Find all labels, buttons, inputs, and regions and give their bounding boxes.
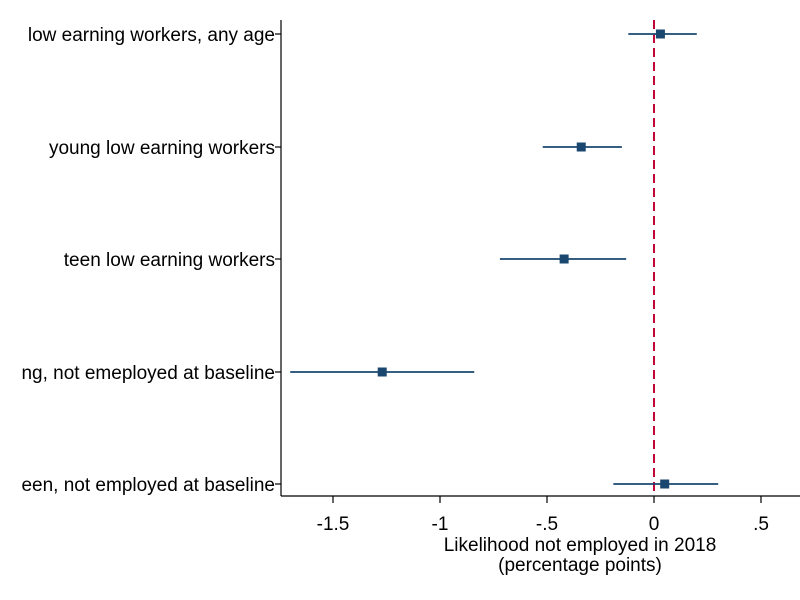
category-label: teen low earning workers — [64, 250, 275, 271]
point-estimate — [655, 29, 665, 39]
point-estimate — [559, 254, 569, 264]
x-tick-label: -.5 — [536, 514, 558, 535]
point-estimate — [660, 479, 670, 489]
x-tick-label: 0 — [649, 514, 660, 535]
estimates-group — [290, 29, 719, 489]
category-labels: low earning workers, any age young low ea… — [21, 25, 275, 496]
category-label: low earning workers, any age — [28, 25, 275, 46]
point-estimate — [576, 142, 586, 152]
point-estimate — [377, 367, 387, 377]
category-label: ng, not emeployed at baseline — [21, 363, 275, 384]
category-label: een, not employed at baseline — [21, 475, 275, 496]
x-tick-label: -1.5 — [317, 514, 350, 535]
x-tick-label: .5 — [753, 514, 769, 535]
x-axis: -1.5 -1 -.5 0 .5 — [275, 20, 800, 535]
x-tick-label: -1 — [432, 514, 449, 535]
x-axis-title-line1: Likelihood not employed in 2018 — [444, 535, 717, 556]
x-axis-title-line2: (percentage points) — [498, 555, 662, 576]
category-label: young low earning workers — [49, 138, 275, 159]
